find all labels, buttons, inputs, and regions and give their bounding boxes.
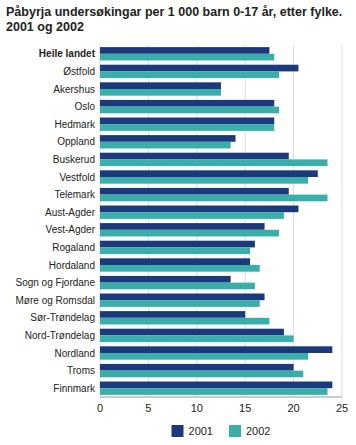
bar — [100, 71, 279, 78]
category-label: Aust-Agder — [45, 207, 96, 218]
bar — [100, 159, 327, 166]
bar — [100, 311, 245, 318]
tick-label: 20 — [287, 402, 299, 414]
bar — [100, 195, 327, 202]
bar — [100, 300, 260, 307]
bar — [100, 124, 274, 131]
bar — [100, 353, 308, 360]
bar — [100, 142, 231, 149]
grid-line — [245, 45, 246, 397]
bar — [100, 177, 308, 184]
category-label: Oslo — [74, 101, 95, 112]
category-label: Rogaland — [52, 242, 95, 253]
grid-line — [293, 45, 294, 397]
bar — [100, 371, 303, 378]
bar — [100, 206, 298, 213]
bar — [100, 82, 221, 89]
bar — [100, 89, 221, 96]
bar — [100, 170, 318, 177]
grid-line — [342, 45, 343, 397]
bar — [100, 283, 255, 290]
bar — [100, 241, 255, 248]
bar — [100, 212, 284, 219]
bar — [100, 318, 269, 325]
tick-label: 10 — [191, 402, 203, 414]
grid — [100, 45, 342, 397]
chart: Påbyrja undersøkingar per 1 000 barn 0-1… — [0, 0, 356, 445]
category-label: Sør-Trøndelag — [30, 312, 95, 323]
legend-swatch — [229, 425, 241, 437]
bar — [100, 258, 250, 265]
legend: 2001 2002 — [172, 425, 271, 437]
category-label: Østfold — [63, 66, 95, 77]
bar — [100, 276, 231, 283]
category-label: Buskerud — [53, 154, 95, 165]
bar — [100, 107, 279, 114]
category-label: Nord-Trøndelag — [25, 330, 95, 341]
bar — [100, 100, 274, 107]
bar — [100, 54, 274, 61]
grid-line — [100, 45, 101, 397]
category-label: Telemark — [54, 189, 96, 200]
bar — [100, 118, 274, 125]
bar — [100, 223, 265, 230]
tick-label: 25 — [336, 402, 348, 414]
legend-swatch — [172, 425, 184, 437]
bar — [100, 346, 332, 353]
title: 2001 og 2002 — [6, 20, 84, 34]
bar — [100, 230, 279, 237]
bar — [100, 294, 265, 301]
bar — [100, 265, 260, 272]
category-label: Vest-Agder — [46, 224, 96, 235]
legend-label: 2002 — [246, 425, 270, 437]
bar — [100, 247, 250, 254]
grid-line — [196, 45, 197, 397]
tick-label: 15 — [239, 402, 251, 414]
category-label: Sogn og Fjordane — [15, 277, 95, 288]
legend-label: 2001 — [189, 425, 213, 437]
bar — [100, 329, 284, 336]
category-label: Heile landet — [39, 48, 96, 59]
tick-label: 0 — [97, 402, 103, 414]
category-label: Oppland — [57, 136, 95, 147]
bar — [100, 188, 289, 195]
category-label: Hordaland — [49, 260, 95, 271]
x-axis — [100, 397, 342, 398]
category-label: Vestfold — [59, 172, 95, 183]
bar — [100, 388, 327, 395]
category-label: Troms — [67, 365, 95, 376]
grid-line — [148, 45, 149, 397]
category-label: Hedmark — [54, 119, 96, 130]
bar — [100, 364, 294, 371]
bars — [100, 47, 332, 395]
bar — [100, 382, 332, 389]
tick-label: 5 — [145, 402, 151, 414]
bar — [100, 65, 298, 72]
bar — [100, 153, 289, 160]
bar — [100, 135, 236, 142]
category-label: Nordland — [54, 348, 95, 359]
category-label: Møre og Romsdal — [16, 295, 95, 306]
bar — [100, 47, 269, 54]
category-label: Finnmark — [53, 383, 96, 394]
category-label: Akershus — [53, 84, 95, 95]
title: Påbyrja undersøkingar per 1 000 barn 0-1… — [6, 5, 342, 19]
bar — [100, 335, 294, 342]
